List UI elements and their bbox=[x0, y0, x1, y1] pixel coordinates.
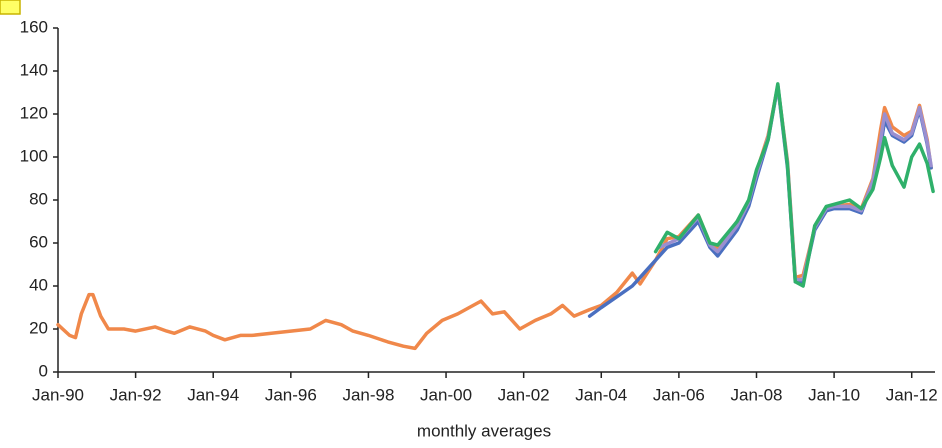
x-tick-label: Jan-12 bbox=[886, 385, 938, 404]
x-axis-label: monthly averages bbox=[417, 421, 551, 440]
series-line bbox=[657, 84, 933, 282]
x-tick-label: Jan-00 bbox=[420, 385, 472, 404]
y-tick-label: 60 bbox=[29, 232, 48, 251]
corner-marker bbox=[0, 0, 21, 15]
x-tick-label: Jan-98 bbox=[342, 385, 394, 404]
y-tick-label: 80 bbox=[29, 189, 48, 208]
series-line bbox=[653, 82, 935, 288]
x-tick-label: Jan-92 bbox=[110, 385, 162, 404]
x-tick-label: Jan-10 bbox=[808, 385, 860, 404]
y-tick-label: 0 bbox=[39, 361, 48, 380]
y-tick-label: 160 bbox=[20, 17, 48, 36]
x-tick-label: Jan-96 bbox=[265, 385, 317, 404]
x-tick-label: Jan-08 bbox=[731, 385, 783, 404]
y-tick-label: 20 bbox=[29, 318, 48, 337]
y-tick-label: 140 bbox=[20, 60, 48, 79]
series-line bbox=[56, 84, 933, 351]
y-tick-label: 40 bbox=[29, 275, 48, 294]
x-tick-label: Jan-04 bbox=[575, 385, 627, 404]
x-tick-label: Jan-90 bbox=[32, 385, 84, 404]
x-tick-label: Jan-06 bbox=[653, 385, 705, 404]
x-tick-label: Jan-02 bbox=[498, 385, 550, 404]
x-tick-label: Jan-94 bbox=[187, 385, 239, 404]
y-tick-label: 120 bbox=[20, 103, 48, 122]
y-tick-label: 100 bbox=[20, 146, 48, 165]
